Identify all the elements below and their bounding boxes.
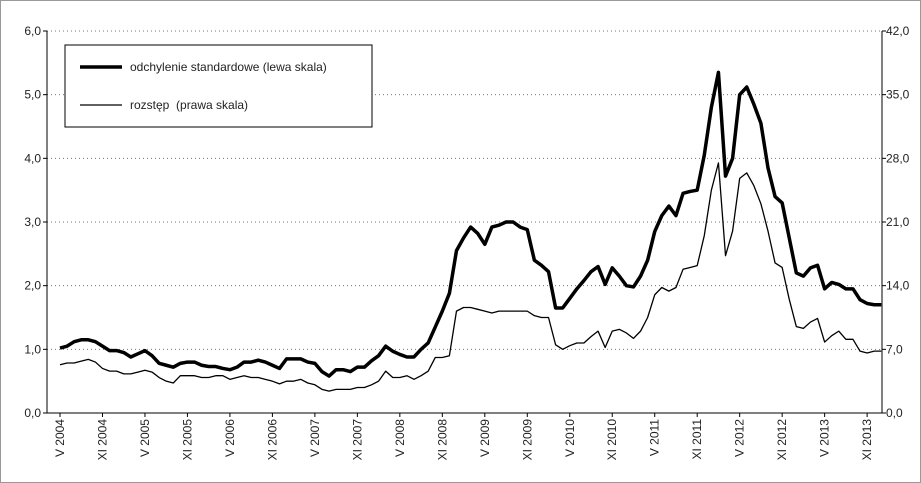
legend-label: rozstęp (prawa skala) [130,98,248,112]
legend-label: odchylenie standardowe (lewa skala) [130,60,327,74]
y2-tick-label: 7,0 [886,342,903,356]
x-tick-label: V 2005 [138,419,152,457]
y2-tick-label: 35,0 [886,88,910,102]
y2-tick-label: 28,0 [886,151,910,165]
x-tick-label: V 2007 [308,419,322,457]
x-tick-label: XI 2009 [520,419,534,461]
x-tick-label: V 2009 [478,419,492,457]
x-tick-label: V 2006 [223,419,237,457]
x-tick-label: XI 2004 [95,419,109,461]
x-tick-label: XI 2005 [180,419,194,461]
x-tick-label: XI 2012 [775,419,789,461]
y2-tick-label: 21,0 [886,215,910,229]
y2-tick-label: 42,0 [886,24,910,38]
x-tick-label: V 2004 [53,419,67,457]
x-tick-label: V 2010 [563,419,577,457]
y-tick-label: 4,0 [24,151,41,165]
x-tick-label: XI 2007 [350,419,364,461]
y-tick-label: 1,0 [24,342,41,356]
x-tick-label: XI 2013 [860,419,874,461]
x-tick-label: V 2008 [393,419,407,457]
y-tick-label: 3,0 [24,215,41,229]
x-tick-label: XI 2011 [690,419,704,460]
y-tick-label: 2,0 [24,279,41,293]
x-tick-label: XI 2010 [605,419,619,461]
y-tick-label: 6,0 [24,24,41,38]
x-tick-label: XI 2008 [435,419,449,461]
legend-box [64,44,373,128]
y2-tick-label: 0,0 [886,406,903,420]
series-line [59,70,882,378]
x-tick-label: V 2013 [818,419,832,457]
y-tick-label: 5,0 [24,88,41,102]
x-tick-label: V 2011 [648,419,662,456]
y-tick-label: 0,0 [24,406,41,420]
series-line [59,162,882,392]
x-tick-label: V 2012 [733,419,747,457]
x-tick-label: XI 2006 [265,419,279,461]
y2-tick-label: 14,0 [886,279,910,293]
